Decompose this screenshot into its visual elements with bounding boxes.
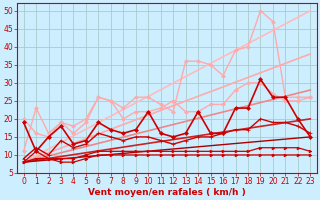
X-axis label: Vent moyen/en rafales ( km/h ): Vent moyen/en rafales ( km/h )	[88, 188, 246, 197]
